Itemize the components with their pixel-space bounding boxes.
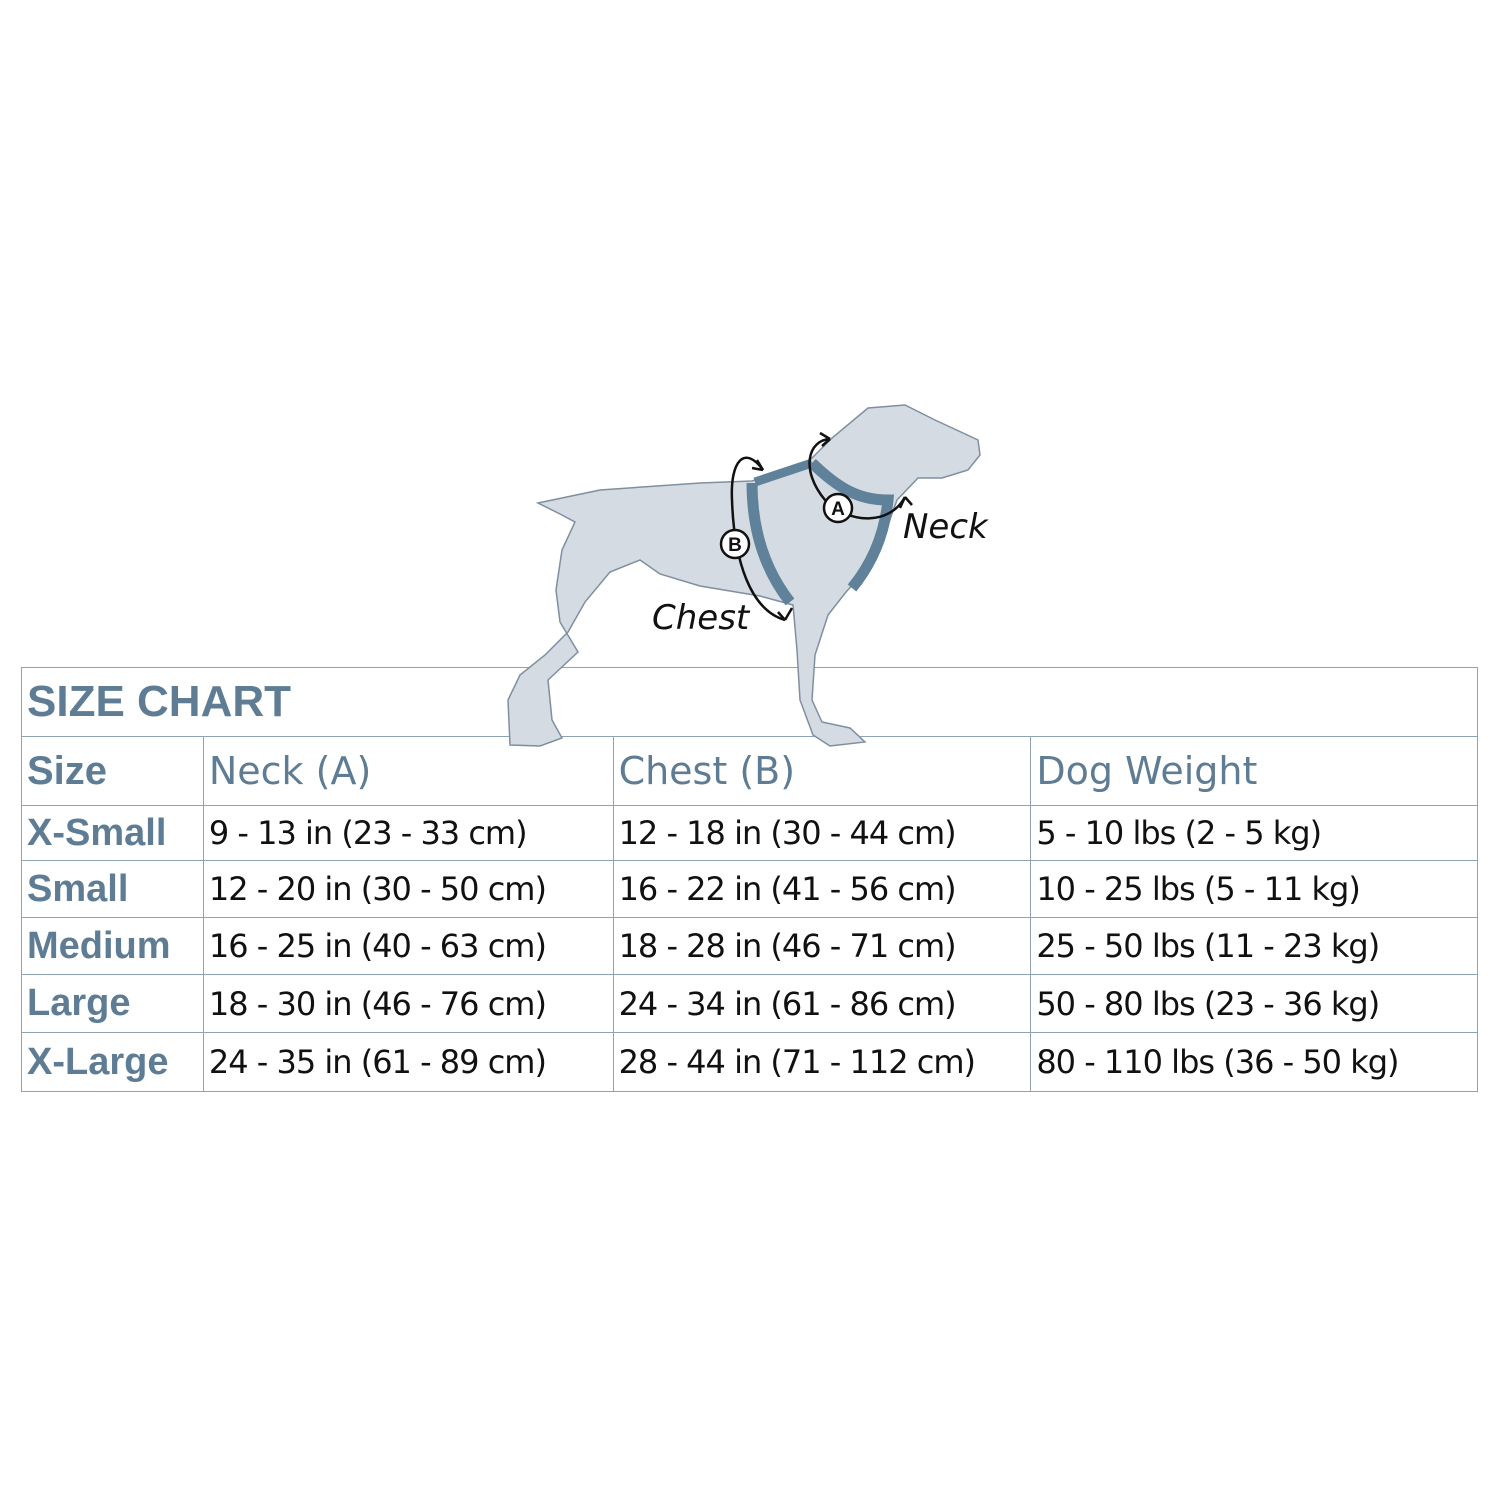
neck-cell: 12 - 20 in (30 - 50 cm) bbox=[202, 860, 614, 918]
marker-a-label: A bbox=[831, 499, 845, 520]
neck-cell: 16 - 25 in (40 - 63 cm) bbox=[202, 917, 614, 975]
harness-neck-strap bbox=[808, 459, 895, 592]
weight-cell: 50 - 80 lbs (23 - 36 kg) bbox=[1030, 974, 1478, 1033]
size-cell: X-Small bbox=[21, 805, 204, 861]
header-chest: Chest (B) bbox=[612, 736, 1032, 806]
neck-label: Neck bbox=[903, 507, 988, 547]
neck-cell: 9 - 13 in (23 - 33 cm) bbox=[202, 805, 614, 861]
table-row: Large 18 - 30 in (46 - 76 cm) 24 - 34 in… bbox=[21, 974, 1478, 1033]
marker-b-icon bbox=[719, 528, 751, 560]
chest-cell: 28 - 44 in (71 - 112 cm) bbox=[612, 1032, 1032, 1092]
weight-cell: 25 - 50 lbs (11 - 23 kg) bbox=[1030, 917, 1478, 975]
size-cell: X-Large bbox=[21, 1032, 204, 1092]
header-row: Size Neck (A) Chest (B) Dog Weight bbox=[21, 736, 1478, 806]
table-row: X-Large 24 - 35 in (61 - 89 cm) 28 - 44 … bbox=[21, 1032, 1478, 1092]
neck-measure-arrow-icon bbox=[808, 431, 913, 520]
size-cell: Small bbox=[21, 860, 204, 918]
weight-cell: 10 - 25 lbs (5 - 11 kg) bbox=[1030, 860, 1478, 918]
header-weight: Dog Weight bbox=[1030, 736, 1478, 806]
size-cell: Large bbox=[21, 974, 204, 1033]
harness-chest-strap bbox=[746, 482, 795, 606]
header-size: Size bbox=[21, 736, 204, 806]
header-neck: Neck (A) bbox=[202, 736, 614, 806]
marker-b-label: B bbox=[728, 535, 742, 556]
weight-cell: 5 - 10 lbs (2 - 5 kg) bbox=[1030, 805, 1478, 861]
harness-top-strap bbox=[753, 458, 814, 487]
chest-cell: 24 - 34 in (61 - 86 cm) bbox=[612, 974, 1032, 1033]
weight-cell: 80 - 110 lbs (36 - 50 kg) bbox=[1030, 1032, 1478, 1092]
size-chart-table: SIZE CHART Size Neck (A) Chest (B) Dog W… bbox=[21, 667, 1478, 1092]
chest-label: Chest bbox=[652, 598, 750, 638]
marker-a-icon bbox=[822, 492, 854, 524]
table-row: Small 12 - 20 in (30 - 50 cm) 16 - 22 in… bbox=[21, 860, 1478, 918]
table-row: Medium 16 - 25 in (40 - 63 cm) 18 - 28 i… bbox=[21, 917, 1478, 975]
table-row: X-Small 9 - 13 in (23 - 33 cm) 12 - 18 i… bbox=[21, 805, 1478, 861]
chest-cell: 18 - 28 in (46 - 71 cm) bbox=[612, 917, 1032, 975]
chest-measure-arrow-icon bbox=[730, 456, 794, 622]
neck-cell: 24 - 35 in (61 - 89 cm) bbox=[202, 1032, 614, 1092]
chest-cell: 12 - 18 in (30 - 44 cm) bbox=[612, 805, 1032, 861]
size-cell: Medium bbox=[21, 917, 204, 975]
chart-title: SIZE CHART bbox=[21, 667, 1478, 737]
neck-cell: 18 - 30 in (46 - 76 cm) bbox=[202, 974, 614, 1033]
chest-cell: 16 - 22 in (41 - 56 cm) bbox=[612, 860, 1032, 918]
